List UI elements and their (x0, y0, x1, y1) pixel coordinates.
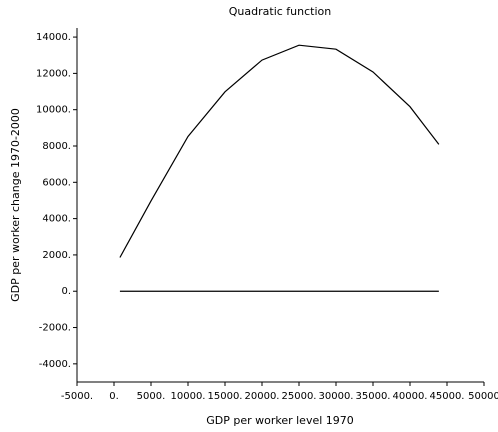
y-tick-label: 14000. (36, 32, 71, 43)
y-tick-label: 8000. (42, 141, 71, 152)
x-tick-label: 15000. (208, 391, 243, 402)
y-tick-label: 0. (61, 286, 71, 297)
x-tick-label: 5000. (137, 391, 166, 402)
line-series (119, 44, 440, 258)
x-tick-label: -5000. (61, 391, 93, 402)
x-tick-label: 20000. (245, 391, 280, 402)
x-tick-label: 40000. (393, 391, 428, 402)
x-tick-label: 25000. (282, 391, 317, 402)
x-tick-label: 35000. (356, 391, 391, 402)
x-tick-label: 50000 (468, 391, 498, 402)
y-axis-label: GDP per worker change 1970-2000 (9, 108, 22, 302)
x-tick-label: 45000. (430, 391, 465, 402)
chart-title: Quadratic function (229, 5, 331, 18)
y-tick-label: -2000. (39, 323, 71, 334)
y-tick-label: 12000. (36, 68, 71, 79)
y-tick-label: 6000. (42, 177, 71, 188)
x-tick-label: 30000. (319, 391, 354, 402)
y-tick-label: 10000. (36, 105, 71, 116)
y-tick-label: 2000. (42, 250, 71, 261)
x-axis-label: GDP per worker level 1970 (206, 414, 354, 427)
y-tick-label: -4000. (39, 359, 71, 370)
x-tick-label: 0. (109, 391, 119, 402)
y-tick-label: 4000. (42, 214, 71, 225)
x-tick-label: 10000. (171, 391, 206, 402)
